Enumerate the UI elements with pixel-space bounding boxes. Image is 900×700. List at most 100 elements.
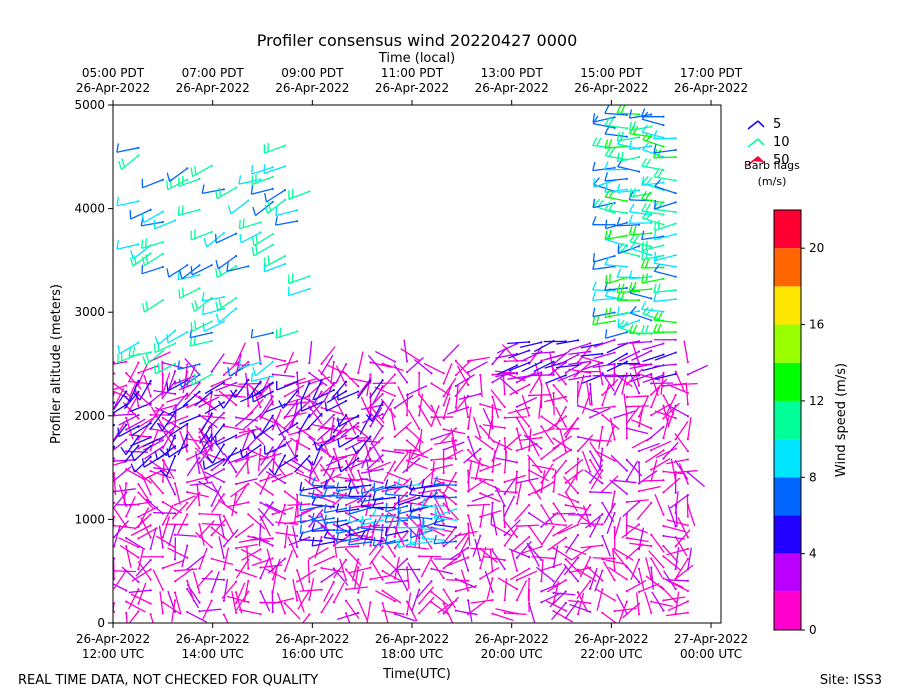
wind-barb <box>164 474 177 496</box>
wind-barb <box>531 373 555 377</box>
wind-barb <box>152 569 164 591</box>
wind-barb <box>165 523 189 526</box>
wind-barb <box>592 161 616 172</box>
wind-barb <box>508 361 531 372</box>
wind-barb <box>396 569 409 591</box>
wind-barb <box>654 199 677 210</box>
x-top-tick-time: 15:00 PDT <box>580 66 643 80</box>
wind-barb <box>532 427 555 436</box>
wind-barb <box>576 592 585 616</box>
wind-barb <box>628 281 653 292</box>
wind-barb <box>372 381 396 385</box>
wind-barb <box>263 255 287 267</box>
wind-barb <box>210 456 230 472</box>
wind-barb <box>221 580 238 599</box>
x-top-tick-date: 26-Apr-2022 <box>475 81 549 95</box>
wind-barb <box>147 476 164 495</box>
wind-barb <box>508 349 531 359</box>
wind-barb <box>235 558 250 579</box>
wind-barb <box>141 299 164 313</box>
wind-barb <box>601 534 612 557</box>
wind-barb <box>471 493 494 503</box>
wind-barb <box>113 515 116 533</box>
wind-barb <box>113 360 128 365</box>
wind-barb <box>552 448 573 462</box>
wind-barb <box>264 568 287 580</box>
wind-barb <box>494 485 506 507</box>
wind-barb <box>238 608 262 616</box>
wind-barb <box>204 436 225 450</box>
wind-barb <box>405 459 428 470</box>
wind-barb <box>568 599 592 605</box>
wind-barb <box>538 395 543 419</box>
y-tick-label: 1000 <box>74 512 105 526</box>
wind-barb <box>466 522 471 546</box>
wind-barb <box>234 523 255 538</box>
wind-barb <box>251 164 274 175</box>
wind-barb <box>113 413 136 417</box>
wind-barb <box>186 579 195 603</box>
wind-barb <box>159 591 164 615</box>
wind-barb <box>653 255 677 268</box>
wind-barb <box>173 568 198 572</box>
x-tick-time: 12:00 UTC <box>82 647 144 661</box>
wind-barb <box>495 457 519 464</box>
wind-barb <box>423 362 445 375</box>
wind-barb <box>674 470 677 494</box>
wind-barb <box>344 548 362 566</box>
wind-barb <box>211 493 225 513</box>
wind-barb <box>193 393 213 408</box>
wind-barb <box>528 394 552 397</box>
wind-barb <box>335 533 360 543</box>
wind-barb <box>366 373 372 397</box>
wind-barb <box>178 414 201 425</box>
wind-barb <box>133 379 152 401</box>
wind-barb <box>683 340 689 364</box>
wind-barb <box>218 390 238 406</box>
wind-barb <box>222 578 229 602</box>
wind-barb <box>359 414 372 435</box>
wind-barb <box>325 434 348 445</box>
wind-barb <box>347 487 372 498</box>
wind-barb <box>479 492 501 503</box>
wind-barb <box>141 264 164 275</box>
wind-barb <box>552 437 573 452</box>
wind-barb <box>653 130 677 140</box>
wind-barb <box>650 600 673 608</box>
wind-barb <box>360 530 384 543</box>
wind-barb <box>226 501 250 508</box>
wind-barb <box>641 250 665 261</box>
wind-barb <box>202 305 225 316</box>
wind-barb <box>667 580 689 592</box>
wind-barb <box>546 578 567 593</box>
wind-barb <box>413 359 433 375</box>
x-top-tick-date: 26-Apr-2022 <box>674 81 748 95</box>
wind-barb <box>289 437 311 451</box>
wind-barb <box>312 378 323 401</box>
wind-barb <box>605 232 628 248</box>
wind-barb <box>178 373 201 389</box>
wind-barb <box>250 328 274 339</box>
wind-barb <box>198 523 205 546</box>
wind-barb <box>640 300 665 313</box>
wind-barb <box>166 264 189 278</box>
y-tick-label: 5000 <box>74 98 105 112</box>
wind-barb <box>589 490 613 494</box>
wind-barb <box>674 547 680 571</box>
wind-barb <box>129 208 152 220</box>
wind-barb <box>271 597 295 605</box>
wind-barb <box>601 501 615 523</box>
wind-barb <box>372 506 396 519</box>
wind-barb <box>161 361 185 369</box>
wind-barb <box>418 596 435 615</box>
wind-barb <box>405 450 429 459</box>
wind-barb <box>200 412 213 433</box>
wind-barb <box>283 549 294 572</box>
wind-barb <box>181 544 189 568</box>
wind-barb <box>630 558 641 581</box>
wind-barb <box>629 340 653 344</box>
wind-barb <box>503 519 521 537</box>
wind-barb <box>669 493 689 509</box>
wind-barb <box>653 323 677 334</box>
wind-barb <box>653 168 677 182</box>
